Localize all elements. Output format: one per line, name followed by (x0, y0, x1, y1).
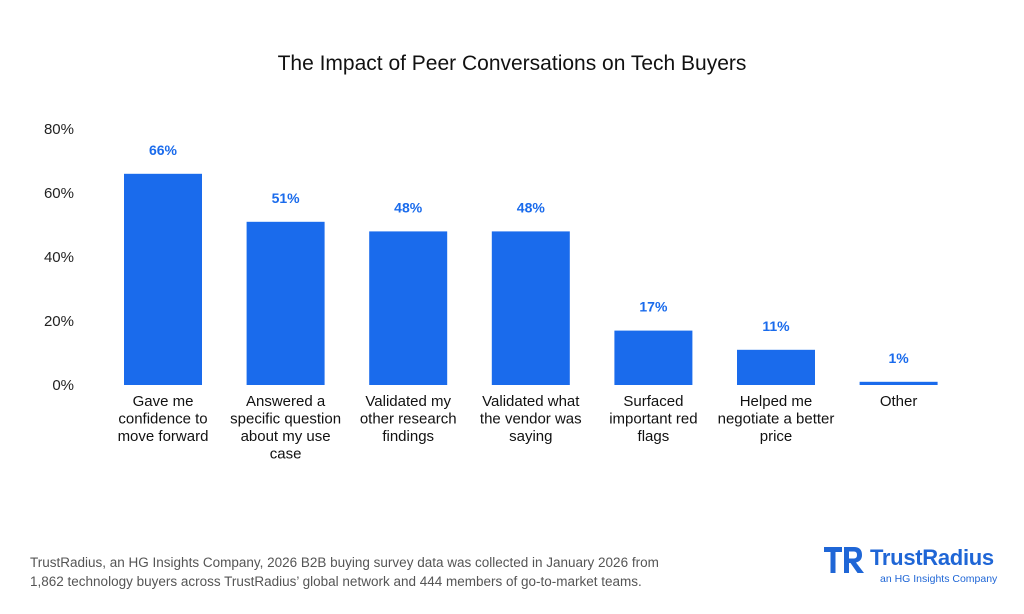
bar (246, 221, 325, 385)
bars (124, 173, 938, 385)
category-label-line: about my use (241, 428, 331, 445)
category-label-line: Answered a (246, 393, 326, 410)
category-label-line: findings (382, 428, 434, 445)
category-labels: Gave me confidence to move forward Answered… (118, 393, 918, 463)
bar (369, 231, 448, 385)
category-label-line: Helped me (740, 393, 813, 410)
category-label-line: Validated what (482, 393, 580, 410)
category-label-line: saying (509, 428, 552, 445)
category-label-line: Surfaced (623, 393, 683, 410)
data-label: 51% (272, 190, 301, 206)
category-label: Answered a specific question about my use c… (230, 393, 341, 463)
category-label: Validated my other research findings (360, 393, 457, 445)
category-label-line: Validated my (365, 393, 451, 410)
category-label-line: important red (609, 411, 697, 428)
category-label-line: Other (880, 393, 918, 410)
data-label: 48% (394, 199, 423, 215)
bar (491, 231, 570, 385)
category-label-line: the vendor was (480, 411, 582, 428)
trustradius-logo-mark-icon (824, 547, 864, 573)
bar (124, 173, 202, 385)
category-label-line: flags (638, 428, 670, 445)
footnote: TrustRadius, an HG Insights Company, 202… (30, 553, 730, 591)
footnote-line-1: TrustRadius, an HG Insights Company, 202… (30, 555, 659, 570)
data-label: 48% (517, 199, 546, 215)
trustradius-logo: TrustRadius an HG Insights Company (824, 543, 1004, 589)
category-label-line: price (760, 428, 793, 445)
bar-chart: 0% 20% 40% 60% 80% 66% 51% 48% 48% 17% 11% 1% Gave… (44, 121, 938, 463)
category-label-line: move forward (118, 428, 209, 445)
y-axis: 0% 20% 40% 60% 80% (44, 121, 74, 394)
y-tick-label: 20% (44, 313, 74, 330)
data-label: 1% (888, 350, 909, 366)
y-tick-label: 60% (44, 185, 74, 202)
chart-title: The Impact of Peer Conversations on Tech… (277, 52, 747, 75)
category-label: Helped me negotiate a better price (718, 393, 835, 445)
data-label: 11% (762, 318, 790, 334)
category-label-line: Gave me (133, 393, 194, 410)
category-label-line: negotiate a better (718, 411, 835, 428)
y-tick-label: 80% (44, 121, 74, 138)
category-label-line: case (270, 446, 302, 463)
category-label-line: confidence to (118, 411, 207, 428)
category-label: Gave me confidence to move forward (118, 393, 209, 445)
footnote-line-2: 1,862 technology buyers across TrustRadi… (30, 574, 642, 589)
category-label: Other (880, 393, 918, 410)
category-label: Surfaced important red flags (609, 393, 697, 445)
category-label-line: other research (360, 411, 457, 428)
y-tick-label: 40% (44, 249, 74, 266)
category-label: Validated what the vendor was saying (480, 393, 582, 445)
category-label-line: specific question (230, 411, 341, 428)
bar (859, 381, 938, 385)
data-label: 17% (639, 299, 668, 315)
logo-tagline: an HG Insights Company (880, 573, 998, 585)
bar (614, 330, 693, 385)
data-label: 66% (149, 142, 178, 158)
logo-wordmark: TrustRadius (870, 545, 994, 570)
data-labels: 66% 51% 48% 48% 17% 11% 1% (149, 142, 909, 366)
y-tick-label: 0% (52, 377, 74, 394)
bar (737, 349, 815, 385)
